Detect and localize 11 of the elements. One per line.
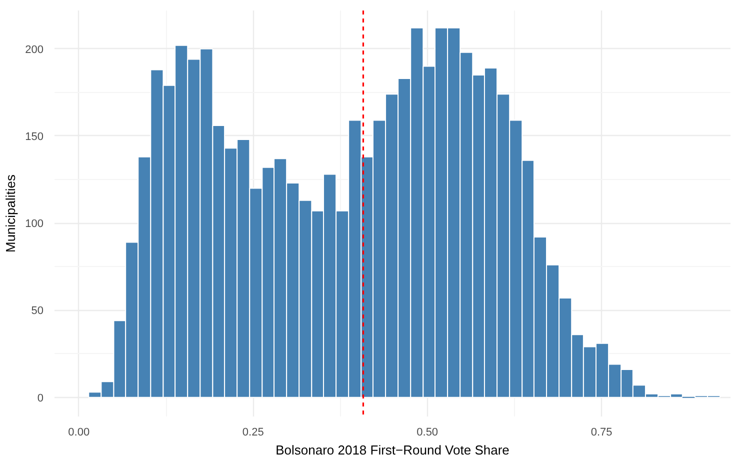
y-tick-label: 0: [37, 392, 44, 404]
x-tick-label: 0.50: [416, 426, 438, 438]
x-tick-label: 0.25: [242, 426, 264, 438]
x-axis-title: Bolsonaro 2018 First−Round Vote Share: [276, 442, 510, 458]
x-tick-label: 0.00: [68, 426, 90, 438]
y-tick-label: 50: [31, 305, 44, 318]
x-tick-label: 0.75: [590, 426, 612, 438]
y-tick-label: 150: [25, 130, 44, 143]
y-tick-label: 100: [25, 218, 44, 230]
y-axis-title: Municipalities: [3, 174, 18, 253]
y-tick-label: 200: [25, 44, 44, 56]
